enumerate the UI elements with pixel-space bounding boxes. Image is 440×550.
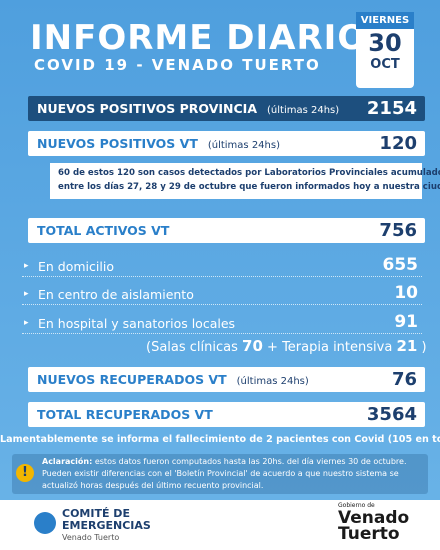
row-note: (últimas 24hs)	[267, 105, 340, 116]
row-value: 76	[391, 369, 417, 390]
row: TOTAL ACTIVOS VT 756	[28, 218, 425, 243]
row-label-text: NUEVOS RECUPERADOS VT	[37, 372, 227, 387]
calendar-day: 30	[368, 29, 402, 57]
detail-line: entre los días 27, 28 y 29 de octubre qu…	[58, 182, 440, 192]
hospital-detail: (Salas clínicas 70 + Terapia intensiva 2…	[146, 337, 427, 355]
committee-sub: Venado Tuerto	[62, 533, 120, 542]
clarification: ! Aclaración: estos datos fueron computa…	[12, 454, 428, 494]
detail-line: 60 de estos 120 son casos detectados por…	[58, 168, 440, 178]
clarification-line: estos datos fueron computados hasta las …	[94, 457, 407, 466]
row-value: 120	[379, 133, 417, 154]
breakdown-row: ▸ En domicilio 655	[22, 255, 422, 277]
breakdown-label: En centro de aislamiento	[38, 287, 194, 302]
clarification-line: actualizó horas después del último recue…	[42, 481, 264, 490]
row: TOTAL RECUPERADOS VT 3564	[28, 402, 425, 427]
row-label: TOTAL RECUPERADOS VT	[37, 407, 213, 422]
hospital-text: )	[421, 340, 427, 355]
row: NUEVOS POSITIVOS VT (últimas 24hs) 120	[28, 131, 425, 156]
subtitle: COVID 19 - VENADO TUERTO	[34, 56, 321, 74]
committee-name: COMITÉ DE EMERGENCIAS Venado Tuerto	[62, 508, 151, 544]
breakdown-value: 91	[394, 312, 418, 332]
committee-logo	[34, 512, 56, 534]
row-value: 756	[379, 220, 417, 241]
government-line: Venado	[338, 508, 410, 528]
breakdown-label: En domicilio	[38, 259, 114, 274]
row-label-text: NUEVOS POSITIVOS PROVINCIA	[37, 101, 258, 116]
clarification-line: Pueden existir diferencias con el 'Bolet…	[42, 469, 399, 478]
breakdown-row: ▸ En centro de aislamiento 10	[22, 283, 422, 305]
government-small: Gobierno de	[338, 502, 375, 509]
row-value: 3564	[366, 404, 417, 425]
hospital-value: 21	[396, 337, 418, 355]
hospital-text: + Terapia intensiva	[267, 340, 393, 355]
clarification-text: Aclaración: estos datos fueron computado…	[42, 456, 407, 492]
breakdown-value: 655	[382, 255, 419, 275]
title: INFORME DIARIO	[30, 18, 368, 58]
government-line: Tuerto	[338, 524, 400, 544]
row-value: 2154	[366, 98, 417, 119]
committee-line: EMERGENCIAS	[62, 519, 151, 532]
row-label-text: NUEVOS POSITIVOS VT	[37, 136, 198, 151]
row-note: (últimas 24hs)	[236, 376, 309, 387]
row-label: NUEVOS RECUPERADOS VT (últimas 24hs)	[37, 372, 309, 387]
hospital-value: 70	[242, 337, 263, 355]
row: NUEVOS RECUPERADOS VT (últimas 24hs) 76	[28, 367, 425, 392]
hospital-text: (Salas clínicas	[146, 340, 238, 355]
government-logo: Gobierno de Venado Tuerto	[338, 502, 410, 544]
row: NUEVOS POSITIVOS PROVINCIA (últimas 24hs)…	[28, 96, 425, 121]
committee-line: COMITÉ DE	[62, 507, 130, 520]
breakdown-row: ▸ En hospital y sanatorios locales 91	[22, 312, 422, 334]
calendar: VIERNES 30 OCT	[356, 12, 414, 88]
row-label: NUEVOS POSITIVOS VT (últimas 24hs)	[37, 136, 280, 151]
breakdown-value: 10	[394, 283, 418, 303]
calendar-weekday: VIERNES	[356, 12, 414, 29]
clarification-label: Aclaración:	[42, 457, 93, 466]
warning-icon: !	[16, 464, 34, 482]
row-note: (últimas 24hs)	[207, 140, 280, 151]
calendar-month: OCT	[370, 57, 400, 72]
row-label: TOTAL ACTIVOS VT	[37, 223, 170, 238]
row-label: NUEVOS POSITIVOS PROVINCIA (últimas 24hs)	[37, 101, 339, 116]
detail-note: 60 de estos 120 son casos detectados por…	[50, 163, 440, 199]
footer: COMITÉ DE EMERGENCIAS Venado Tuerto Gobi…	[0, 500, 440, 550]
deaths: Lamentablemente se informa el fallecimie…	[0, 434, 440, 445]
breakdown-label: En hospital y sanatorios locales	[38, 316, 236, 331]
